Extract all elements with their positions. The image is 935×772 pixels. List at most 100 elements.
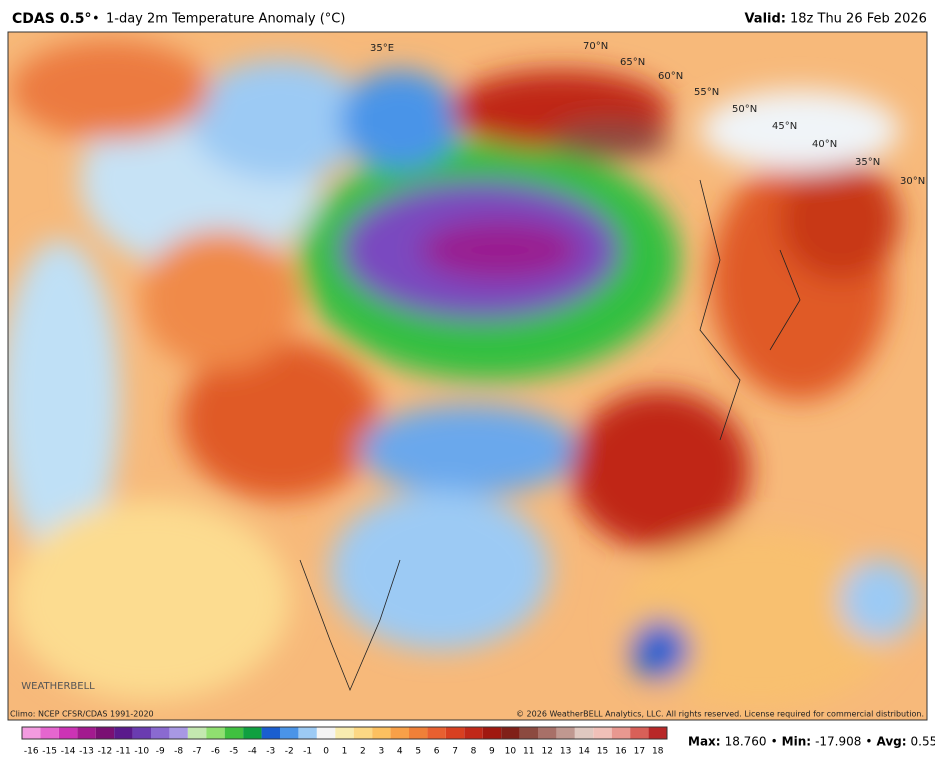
map-field: [8, 32, 927, 720]
colorbar-swatch: [40, 727, 59, 739]
asia-coast: [699, 179, 741, 441]
colorbar-swatch: [538, 727, 557, 739]
colorbar-swatch: [353, 727, 373, 739]
colorbar-label: 5: [415, 747, 421, 757]
lat-label: 30°N: [900, 176, 925, 187]
lat-labels: 70°N 65°N 60°N 55°N 50°N 45°N 40°N 35°N 30°N: [583, 41, 925, 187]
colorbar-swatch: [224, 727, 244, 739]
colorbar-swatch: [409, 727, 428, 739]
colorbar-label: 16: [615, 747, 627, 757]
colorbar-frame: [21, 726, 668, 740]
colorbar-label: 18: [652, 747, 664, 757]
colorbar-swatch: [372, 727, 391, 739]
colorbar-swatch: [22, 727, 41, 739]
colorbar-label: -11: [116, 747, 131, 757]
colorbar-label: 8: [471, 747, 477, 757]
colorbar-swatch: [335, 727, 354, 739]
colorbar-swatch: [187, 727, 207, 739]
colorbar-swatch: [630, 727, 649, 739]
colorbar-label: -8: [174, 747, 183, 757]
colorbar: -16 -15 -14 -13 -12 -11 -10 -9 -8 -7 -6 -5 -4 -3 -2 -1 0…: [21, 726, 668, 757]
colorbar-label: 13: [560, 747, 571, 757]
colorbar-label: -12: [98, 747, 113, 757]
colorbar-swatch: [243, 727, 262, 739]
colorbar-label: 1: [342, 747, 348, 757]
colorbar-swatch: [445, 727, 465, 739]
map-title: 1-day 2m Temperature Anomaly (°C): [106, 12, 345, 27]
stat-value: -17.908: [815, 735, 861, 749]
colorbar-label: -16: [24, 747, 39, 757]
lon-label: 35°E: [370, 43, 394, 54]
colorbar-swatch: [519, 727, 538, 739]
colorbar-label: -1: [303, 747, 312, 757]
colorbar-label: -3: [266, 747, 275, 757]
stats-separator: •: [771, 735, 778, 749]
colorbar-swatch: [58, 727, 78, 739]
lat-label: 40°N: [812, 139, 837, 150]
valid-time: 18z Thu 26 Feb 2026: [790, 12, 927, 27]
colorbar-label: -2: [285, 747, 294, 757]
lat-label: 60°N: [658, 71, 683, 82]
colorbar-swatch: [574, 727, 594, 739]
colorbar-label: -10: [134, 747, 149, 757]
lat-label: 50°N: [732, 104, 757, 115]
stat-label: Min:: [782, 735, 811, 749]
map-frame: [7, 31, 928, 721]
india-coast: [299, 559, 401, 692]
colorbar-label: 0: [323, 747, 329, 757]
colorbar-label: -4: [248, 747, 257, 757]
colorbar-swatch: [298, 727, 317, 739]
colorbar-swatch: [169, 727, 188, 739]
coastlines: [299, 179, 801, 692]
stat-label: Max:: [688, 735, 721, 749]
stats-separator: •: [865, 735, 872, 749]
colorbar-label: 10: [505, 747, 517, 757]
colorbar-swatch: [464, 727, 483, 739]
lat-label: 35°N: [855, 157, 880, 168]
anomaly-blobs: [8, 40, 920, 710]
lat-label: 55°N: [694, 87, 719, 98]
colorbar-label: 11: [523, 747, 534, 757]
colorbar-label: 7: [452, 747, 458, 757]
colorbar-swatch: [95, 727, 115, 739]
stat-value: 0.551: [911, 735, 935, 749]
colorbar-swatch: [132, 727, 151, 739]
colorbar-label: 3: [378, 747, 384, 757]
colorbar-swatch: [556, 727, 575, 739]
colorbar-label: 9: [489, 747, 495, 757]
colorbar-label: -7: [193, 747, 202, 757]
colorbar-label: 2: [360, 747, 366, 757]
stats: Max: 18.760 • Min: -17.908 • Avg: 0.551: [688, 735, 935, 749]
colorbar-swatch: [280, 727, 299, 739]
colorbar-swatch: [114, 727, 133, 739]
colorbar-label: -9: [156, 747, 165, 757]
colorbar-label: 17: [634, 747, 645, 757]
colorbar-label: 15: [597, 747, 608, 757]
colorbar-label: 14: [578, 747, 590, 757]
colorbar-swatch: [501, 727, 520, 739]
lat-label: 70°N: [583, 41, 608, 52]
colorbar-swatch: [206, 727, 225, 739]
colorbar-label: -14: [61, 747, 76, 757]
colorbar-label: -15: [42, 747, 57, 757]
copyright: © 2026 WeatherBELL Analytics, LLC. All r…: [516, 710, 924, 719]
model-label: CDAS 0.5°: [12, 11, 92, 27]
stat-value: 18.760: [725, 735, 767, 749]
colorbar-label: 4: [397, 747, 403, 757]
colorbar-label: -13: [79, 747, 94, 757]
colorbar-swatch: [151, 727, 170, 739]
japan-coast: [769, 249, 801, 351]
lat-label: 45°N: [772, 121, 797, 132]
colorbar-swatch: [390, 727, 409, 739]
valid-label: Valid:: [744, 12, 786, 27]
colorbar-swatch: [593, 727, 612, 739]
stat-label: Avg:: [876, 735, 906, 749]
colorbar-swatch: [261, 727, 280, 739]
colorbar-label: -5: [229, 747, 238, 757]
colorbar-label: -6: [211, 747, 220, 757]
title-separator: •: [92, 12, 100, 27]
colorbar-swatch: [77, 727, 96, 739]
colorbar-swatch: [482, 727, 502, 739]
